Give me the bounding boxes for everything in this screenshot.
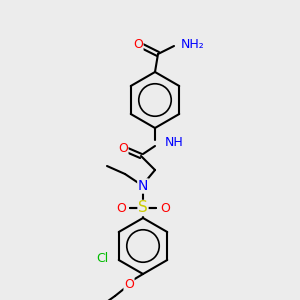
- Text: S: S: [138, 200, 148, 215]
- Text: O: O: [118, 142, 128, 155]
- Text: O: O: [116, 202, 126, 214]
- Text: O: O: [160, 202, 170, 214]
- Text: O: O: [124, 278, 134, 290]
- Text: O: O: [133, 38, 143, 52]
- Text: NH₂: NH₂: [181, 38, 205, 52]
- Text: NH: NH: [165, 136, 184, 148]
- Text: N: N: [138, 179, 148, 193]
- Text: Cl: Cl: [97, 251, 109, 265]
